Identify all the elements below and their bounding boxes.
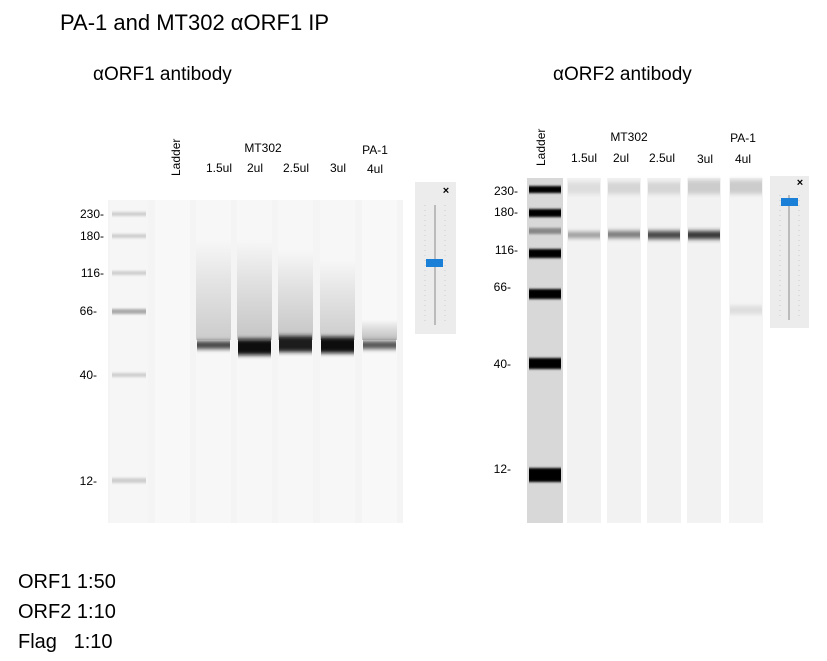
- marker-label: 66-: [494, 280, 511, 294]
- marker-label: 116-: [495, 243, 518, 257]
- panel-heading: αORF1 antibody: [93, 64, 232, 85]
- marker-label: 40-: [80, 368, 97, 382]
- marker-label: 12-: [80, 474, 97, 488]
- note: Flag 1:10: [18, 631, 113, 653]
- contrast-slider[interactable]: ×: [770, 176, 809, 328]
- group-label: MT302: [244, 141, 282, 155]
- marker-label: 116-: [81, 266, 104, 280]
- ladder-bands: [529, 186, 561, 482]
- lane-label: 2.5ul: [649, 151, 675, 165]
- close-button[interactable]: ×: [797, 177, 803, 189]
- marker-label: 40-: [494, 357, 511, 371]
- contrast-slider[interactable]: ×: [415, 182, 456, 334]
- marker-label: 12-: [494, 462, 511, 476]
- group-label: PA-1: [362, 143, 388, 157]
- note: ORF1 1:50: [18, 571, 116, 593]
- left-panel: αORF1 antibody 2: [80, 64, 456, 523]
- lane-label: 4ul: [735, 152, 751, 166]
- ladder-label: Ladder: [534, 129, 548, 166]
- close-button[interactable]: ×: [443, 185, 449, 197]
- marker-label: 230-: [80, 207, 104, 221]
- group-label: PA-1: [730, 131, 756, 145]
- lane-label: 3ul: [697, 152, 713, 166]
- ladder-bands: [112, 212, 146, 483]
- marker-label: 180-: [80, 229, 104, 243]
- lane-label: 2.5ul: [283, 161, 309, 175]
- bands: [197, 336, 396, 355]
- lane-label: 3ul: [330, 161, 346, 175]
- bands: [568, 180, 762, 314]
- marker-label: 230-: [494, 184, 518, 198]
- group-label: MT302: [610, 130, 648, 144]
- lane-label: 1.5ul: [571, 151, 597, 165]
- ladder-lane: [527, 178, 563, 523]
- slider-handle[interactable]: [781, 198, 798, 206]
- lane-label: 4ul: [367, 162, 383, 176]
- slide-title: PA-1 and MT302 αORF1 IP: [60, 10, 329, 35]
- slider-handle[interactable]: [426, 259, 443, 267]
- lane-label: 2ul: [247, 161, 263, 175]
- sample-lanes: [567, 178, 763, 523]
- sample-lanes: [155, 200, 397, 523]
- marker-label: 66-: [80, 304, 97, 318]
- lane-label: 1.5ul: [206, 161, 232, 175]
- panel-heading: αORF2 antibody: [553, 64, 692, 85]
- ladder-label: Ladder: [169, 139, 183, 176]
- ladder-lane: [110, 200, 148, 523]
- lane-label: 2ul: [613, 151, 629, 165]
- right-panel: αORF2 antibody 230-: [494, 64, 809, 523]
- marker-label: 180-: [494, 205, 518, 219]
- note: ORF2 1:10: [18, 601, 116, 623]
